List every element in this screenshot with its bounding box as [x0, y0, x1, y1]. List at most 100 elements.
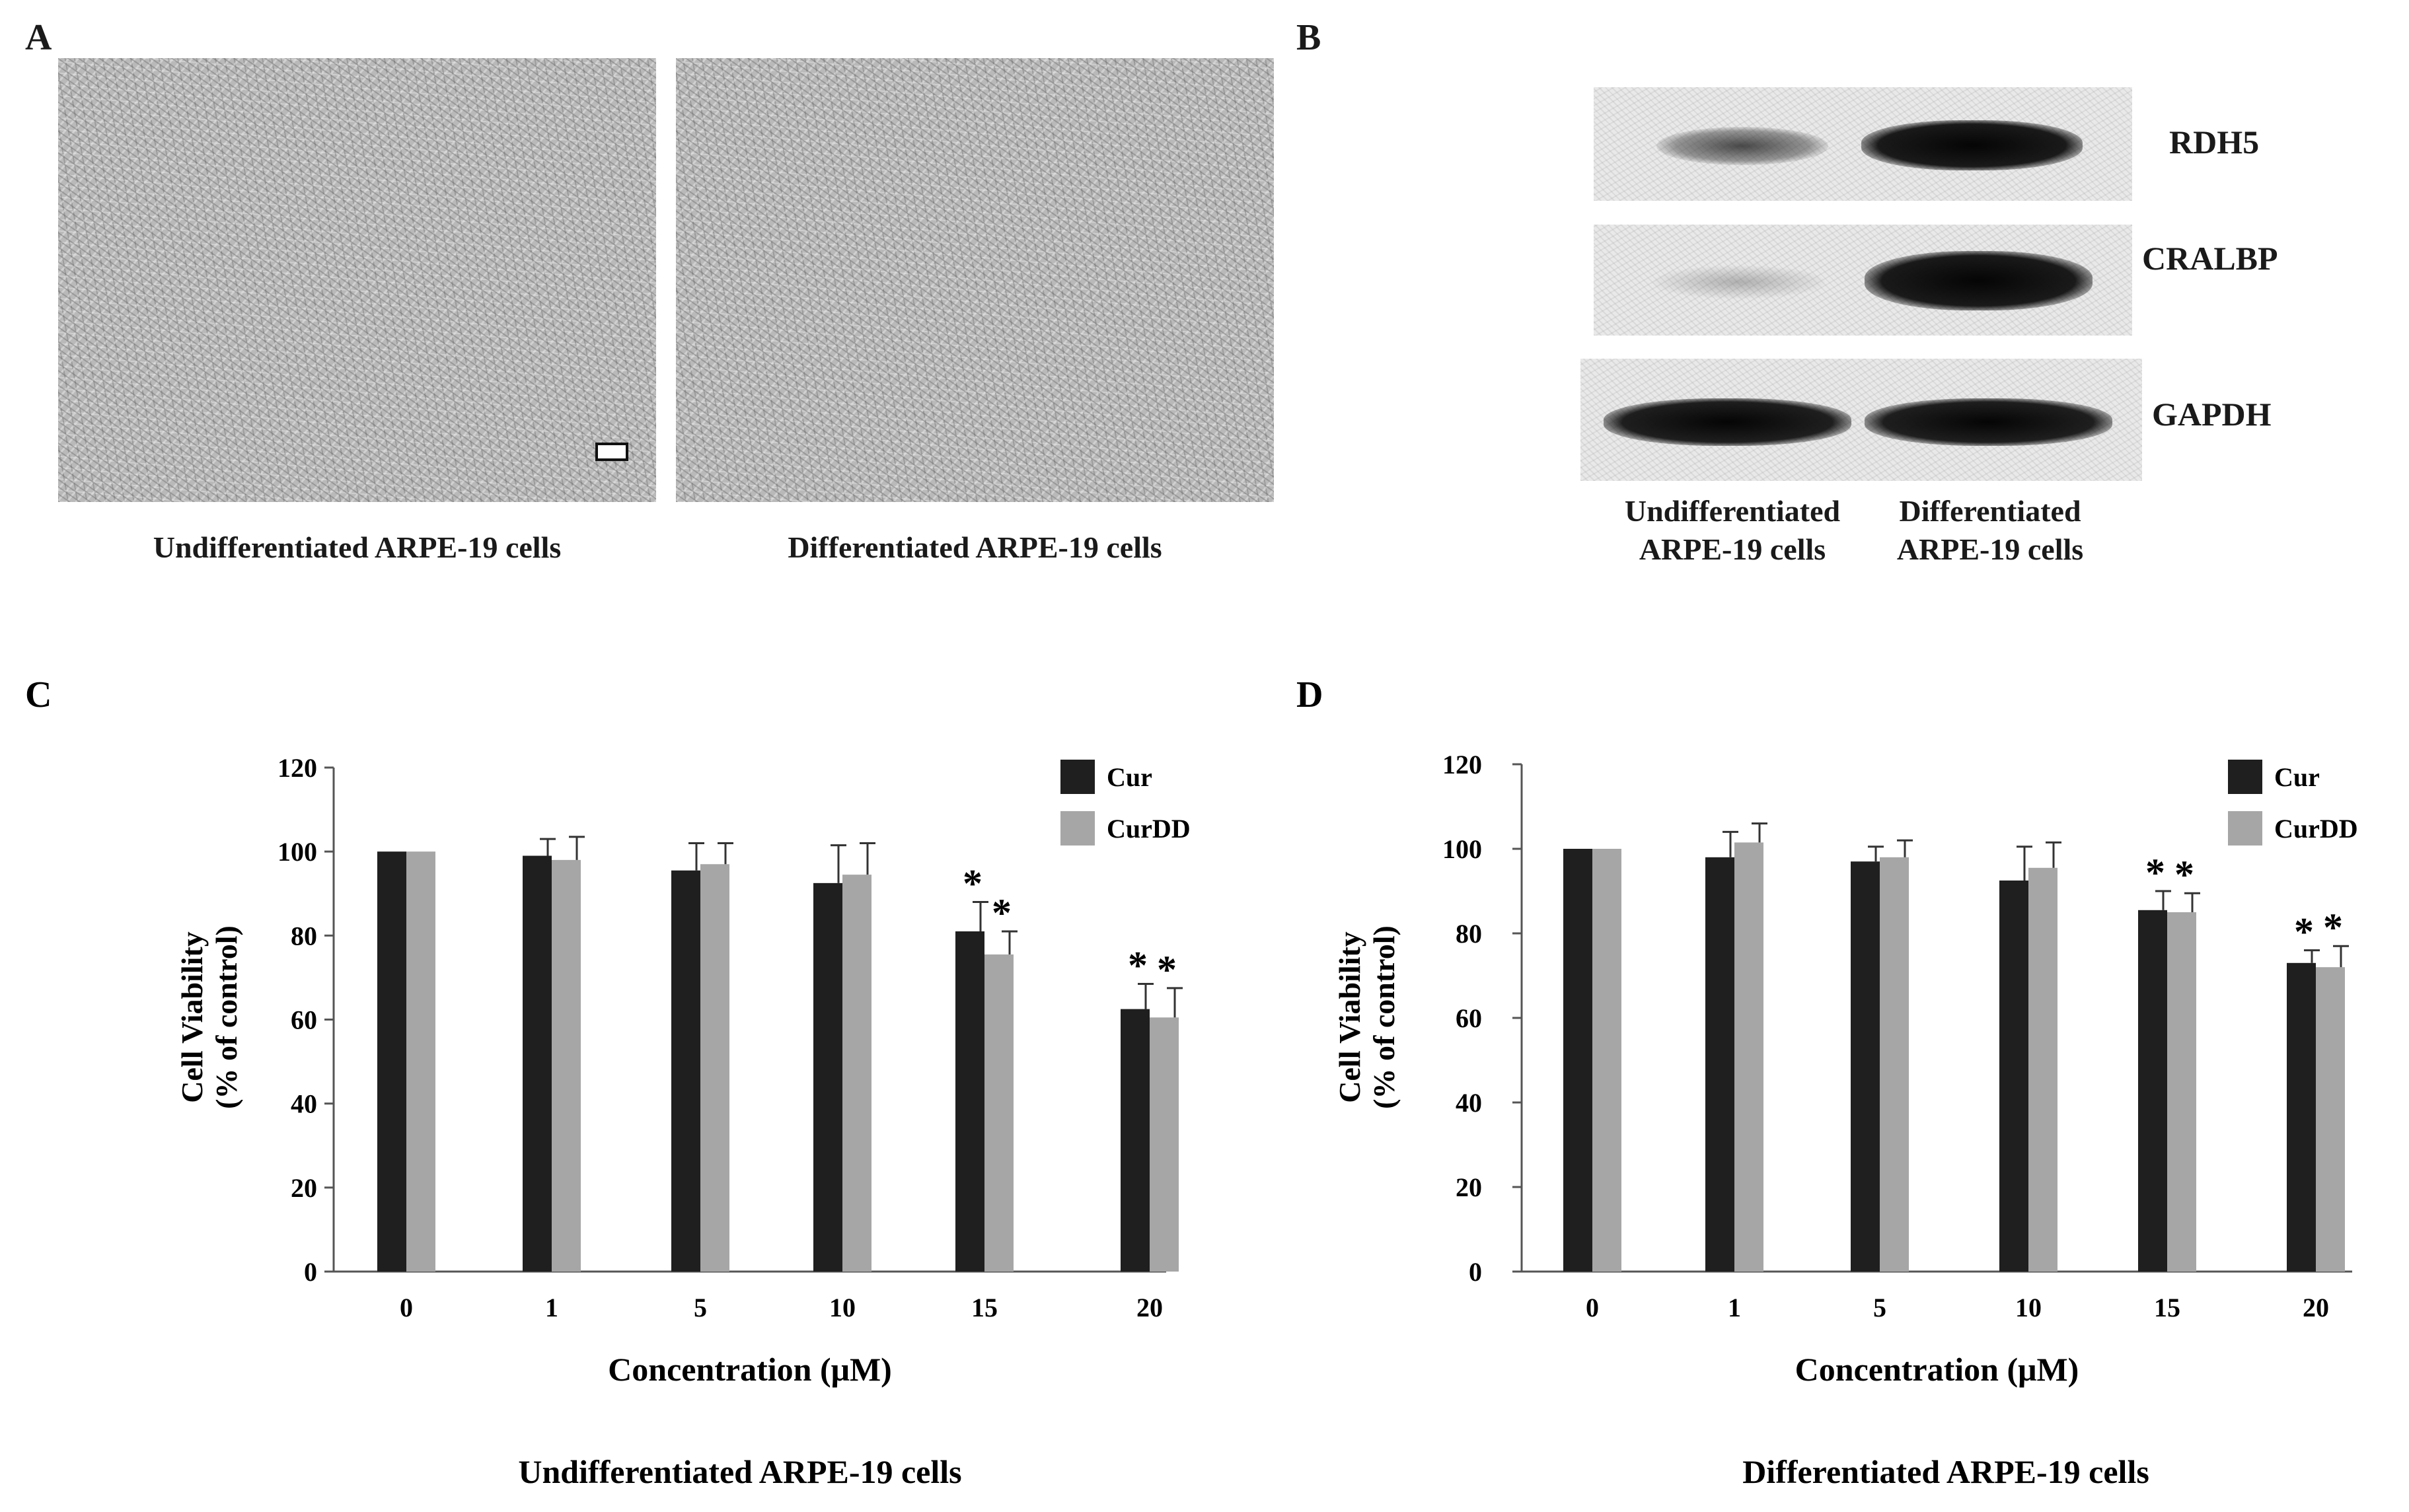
chart-c-legend-label-cur: Cur: [1107, 762, 1152, 792]
chart-d-significance-marker: *: [2174, 853, 2194, 896]
lane-label-differentiated: Differentiated ARPE-19 cells: [1858, 492, 2122, 569]
chart-d-ytick-label: 40: [1456, 1088, 1482, 1118]
chart-d-y-axis-title: Cell Viability (% of control): [1333, 925, 1401, 1109]
chart-d-x-axis-title: Concentration (μM): [1795, 1351, 2079, 1388]
chart-c-legend-swatch-curdd: [1060, 811, 1095, 846]
chart-d-significance-marker: *: [2323, 906, 2343, 949]
chart-d-legend-swatch-curdd: [2228, 811, 2262, 846]
chart-c-bar-cur: [523, 855, 552, 1272]
lane-label-undifferentiated: Undifferentiated ARPE-19 cells: [1580, 492, 1884, 569]
chart-d-bar-cur: [1999, 881, 2028, 1272]
micrograph-differentiated: [676, 58, 1274, 502]
chart-c-bar-cur: [377, 851, 406, 1272]
chart-d-xtick-label: 1: [1728, 1293, 1741, 1322]
chart-d-ytick-label: 100: [1442, 834, 1482, 864]
chart-d-xtick-label: 5: [1873, 1293, 1886, 1322]
chart-c-y-axis-title: Cell Viability (% of control): [175, 925, 243, 1109]
chart-c-ytick-label: 100: [278, 837, 317, 867]
chart-c-bar-curdd: [406, 851, 435, 1272]
chart-d-bar-curdd: [2316, 967, 2345, 1272]
panel-a-label: A: [25, 17, 52, 58]
chart-c-ytick-label: 60: [291, 1005, 317, 1035]
micrograph-undifferentiated: [58, 58, 656, 502]
chart-c-bar-cur: [671, 870, 700, 1272]
chart-d-ytick-label: 80: [1456, 919, 1482, 949]
chart-c-x-axis-title: Concentration (μM): [608, 1351, 892, 1388]
chart-d-caption: Differentiated ARPE-19 cells: [1742, 1453, 2149, 1490]
chart-c-xtick-label: 20: [1136, 1293, 1163, 1322]
lane-label-diff-line2: ARPE-19 cells: [1896, 532, 2084, 566]
chart-d-legend-label-curdd: CurDD: [2274, 814, 2358, 844]
chart-d-ytick-label: 60: [1456, 1003, 1482, 1033]
chart-c-ytick-label: 120: [278, 753, 317, 783]
blot-rdh5: [1594, 87, 2132, 201]
panel-c-label: C: [25, 674, 52, 715]
chart-c-bar-curdd: [984, 954, 1014, 1272]
chart-d-bar-cur: [2138, 910, 2167, 1272]
chart-d-significance-marker: *: [2294, 910, 2314, 954]
chart-c-xtick-label: 10: [829, 1293, 856, 1322]
chart-c-y-axis-title-line: (% of control): [209, 925, 243, 1109]
chart-c-legend-swatch-cur: [1060, 760, 1095, 794]
scale-bar: [595, 443, 628, 461]
band-cralbp-diff: [1865, 251, 2093, 310]
chart-c-bar-curdd: [842, 875, 871, 1272]
chart-d-bar-curdd: [1734, 842, 1763, 1272]
chart-d-xtick-label: 10: [2015, 1293, 2042, 1322]
chart-d-legend-swatch-cur: [2228, 760, 2262, 794]
chart-c-y-axis-title-line: Cell Viability: [175, 931, 209, 1102]
chart-d-xtick-label: 0: [1586, 1293, 1599, 1322]
panel-d-label: D: [1296, 674, 1323, 715]
chart-d-legend-label-cur: Cur: [2274, 762, 2320, 792]
band-cralbp-undiff: [1653, 266, 1825, 299]
chart-d-y-axis-title-line: Cell Viability: [1333, 931, 1366, 1102]
chart-d-ytick-label: 20: [1456, 1172, 1482, 1202]
band-gapdh-undiff: [1604, 398, 1851, 446]
micrograph-caption-differentiated: Differentiated ARPE-19 cells: [788, 530, 1162, 564]
chart-d-bar-cur: [1563, 849, 1592, 1272]
chart-c-legend-label-curdd: CurDD: [1107, 814, 1191, 844]
band-label-cralbp: CRALBP: [2142, 240, 2278, 277]
chart-c-bar-curdd: [1150, 1017, 1179, 1272]
micrograph-caption-undifferentiated: Undifferentiated ARPE-19 cells: [153, 530, 562, 564]
band-gapdh-diff: [1865, 398, 2112, 446]
chart-d-bar-cur: [1851, 861, 1880, 1272]
chart-d-bar-curdd: [2028, 867, 2057, 1272]
band-label-gapdh: GAPDH: [2152, 396, 2272, 433]
band-rdh5-undiff: [1656, 127, 1828, 165]
chart-d-xtick-label: 20: [2303, 1293, 2329, 1322]
chart-c-significance-marker: *: [1128, 943, 1148, 987]
chart-c-xtick-label: 1: [545, 1293, 558, 1322]
chart-c-caption: Undifferentiated ARPE-19 cells: [518, 1453, 961, 1490]
chart-c-significance-marker: *: [963, 861, 982, 905]
chart-d-bar-cur: [2287, 962, 2316, 1272]
lane-label-undiff-line1: Undifferentiated: [1624, 494, 1841, 528]
chart-d-bar-curdd: [1592, 849, 1621, 1272]
chart-c-bar-curdd: [552, 859, 581, 1272]
chart-c-xtick-label: 0: [400, 1293, 413, 1322]
chart-d-bar-cur: [1705, 857, 1734, 1272]
chart-d-y-axis-title-line: (% of control): [1367, 925, 1401, 1109]
band-label-rdh5: RDH5: [2169, 124, 2260, 161]
chart-c-bar-curdd: [700, 864, 729, 1272]
blot-gapdh: [1580, 359, 2142, 481]
chart-d-significance-marker: *: [2145, 851, 2165, 894]
chart-c-ytick-label: 40: [291, 1089, 317, 1119]
chart-c-bar-cur: [955, 931, 984, 1272]
chart-c-ytick-label: 20: [291, 1173, 317, 1203]
chart-d-ytick-label: 0: [1469, 1257, 1482, 1287]
blot-cralbp: [1594, 225, 2132, 336]
chart-c-significance-marker: *: [992, 891, 1012, 935]
chart-c-significance-marker: *: [1157, 948, 1177, 991]
band-rdh5-diff: [1861, 120, 2083, 170]
chart-d-xtick-label: 15: [2154, 1293, 2180, 1322]
chart-c-xtick-label: 15: [971, 1293, 998, 1322]
panel-b-label: B: [1296, 17, 1321, 58]
lane-label-undiff-line2: ARPE-19 cells: [1639, 532, 1826, 566]
chart-c-ytick-label: 80: [291, 921, 317, 951]
chart-d-bar-curdd: [1880, 857, 1909, 1272]
chart-c-bar-cur: [813, 882, 842, 1272]
chart-d-bar-curdd: [2167, 912, 2196, 1272]
lane-label-diff-line1: Differentiated: [1899, 494, 2081, 528]
